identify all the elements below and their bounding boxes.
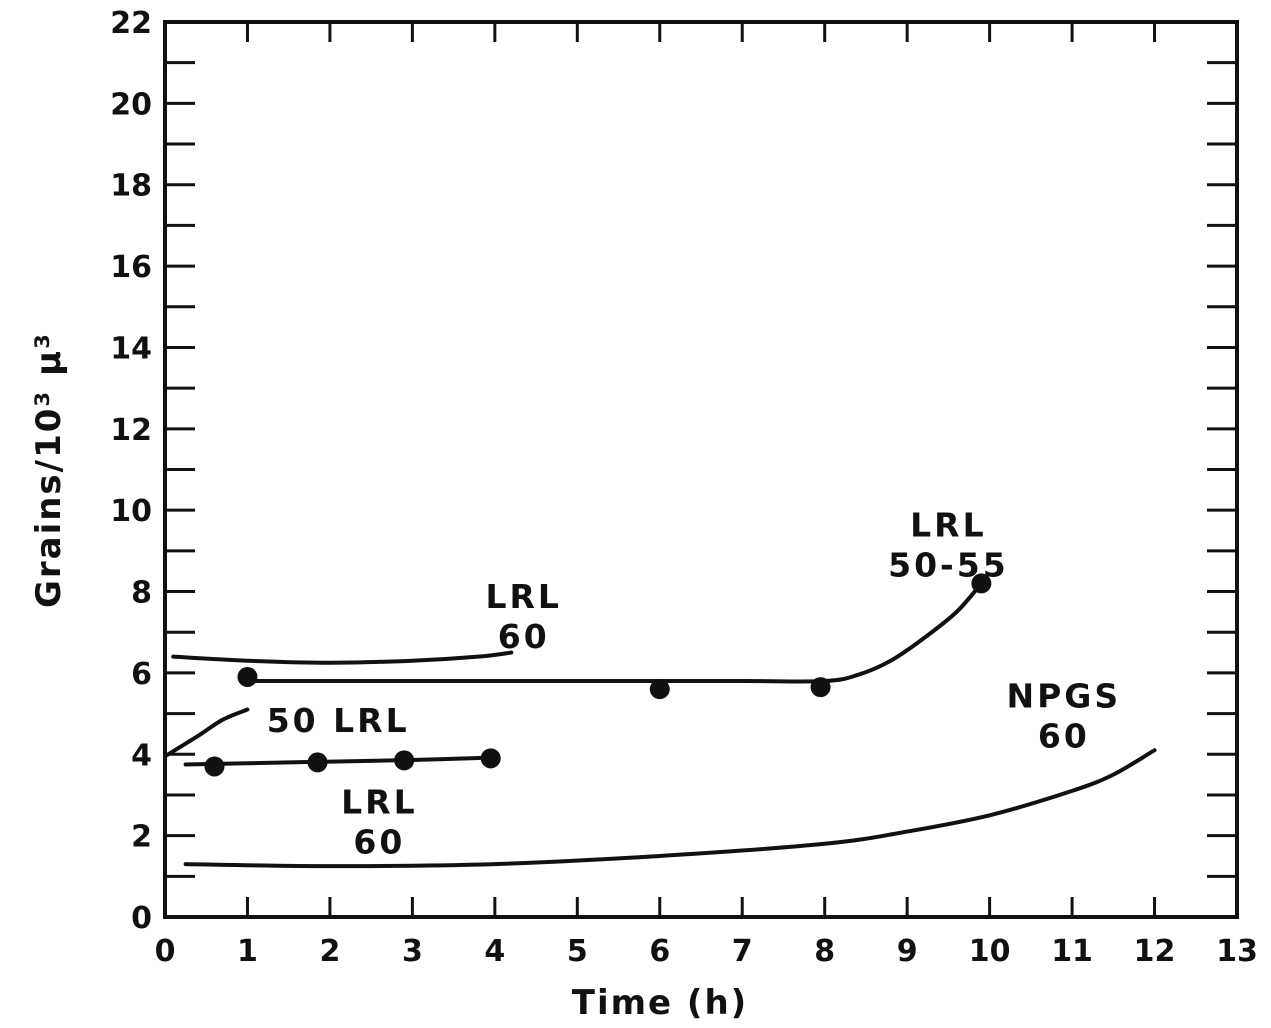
data-points [204,573,992,777]
y-tick-label: 16 [110,250,152,285]
y-tick-label: 8 [131,576,152,611]
data-point [237,666,258,687]
y-tick-label: 10 [110,494,152,529]
x-tick-label: 6 [649,934,670,969]
series-annotation: LRL 60 [341,782,417,861]
x-tick-label: 3 [402,934,423,969]
data-point [971,573,992,594]
x-axis-title: Time (h) [572,983,748,1023]
annotation-line: LRL [341,782,417,821]
annotation-line: LRL [910,506,986,545]
y-axis-title: Grains/10³ μ³ [29,332,69,608]
series-annotation: NPGS 60 [1006,676,1121,755]
annotation-line: 60 [353,822,405,861]
series-annotation: 50 LRL [267,701,410,740]
annotation-line: 50-55 [888,546,1009,585]
y-tick-label: 20 [110,87,152,122]
data-point [307,752,328,773]
x-tick-label: 2 [319,934,340,969]
y-tick-label: 14 [110,331,152,366]
x-tick-label: 5 [567,934,588,969]
y-tick-label: 2 [131,820,152,855]
x-tick-label: 10 [969,934,1011,969]
y-tick-label: 0 [131,901,152,936]
series-curve [171,650,514,665]
y-tick-labels: 0 2 4 6 8 10 12 14 16 18 20 22 [110,6,152,936]
x-tick-label: 11 [1051,934,1093,969]
plot-frame [163,20,1239,919]
x-tick-label: 9 [897,934,918,969]
data-point [480,748,501,769]
series-annotation: LRL 60 [485,577,561,656]
data-point [394,750,415,771]
data-point [810,677,831,698]
x-tick-label: 12 [1134,934,1176,969]
annotation-line: 50 LRL [267,701,410,740]
y-tick-label: 22 [110,6,152,41]
y-tick-label: 6 [131,657,152,692]
x-tick-label: 4 [484,934,505,969]
annotation-line: 60 [498,617,550,656]
axis-ticks [163,20,1239,919]
annotation-line: NPGS [1006,676,1121,715]
series-curve [245,581,984,684]
data-point [204,756,225,777]
x-tick-label: 1 [237,934,258,969]
x-tick-label: 13 [1216,934,1258,969]
annotation-line: LRL [485,577,561,616]
series-curve [183,748,1157,869]
x-tick-label: 0 [155,934,176,969]
y-tick-label: 18 [110,169,152,204]
x-tick-labels: 0 1 2 3 4 5 6 7 8 9 10 11 12 13 [155,934,1258,969]
series-curve [163,707,250,759]
series-curves [163,581,1157,869]
x-tick-label: 8 [814,934,835,969]
annotation-line: 60 [1038,716,1090,755]
x-tick-label: 7 [732,934,753,969]
series-annotation: LRL 50-55 [888,506,1009,585]
series-curve [183,755,497,767]
y-tick-label: 12 [110,413,152,448]
data-point [649,679,670,700]
y-tick-label: 4 [131,738,152,773]
